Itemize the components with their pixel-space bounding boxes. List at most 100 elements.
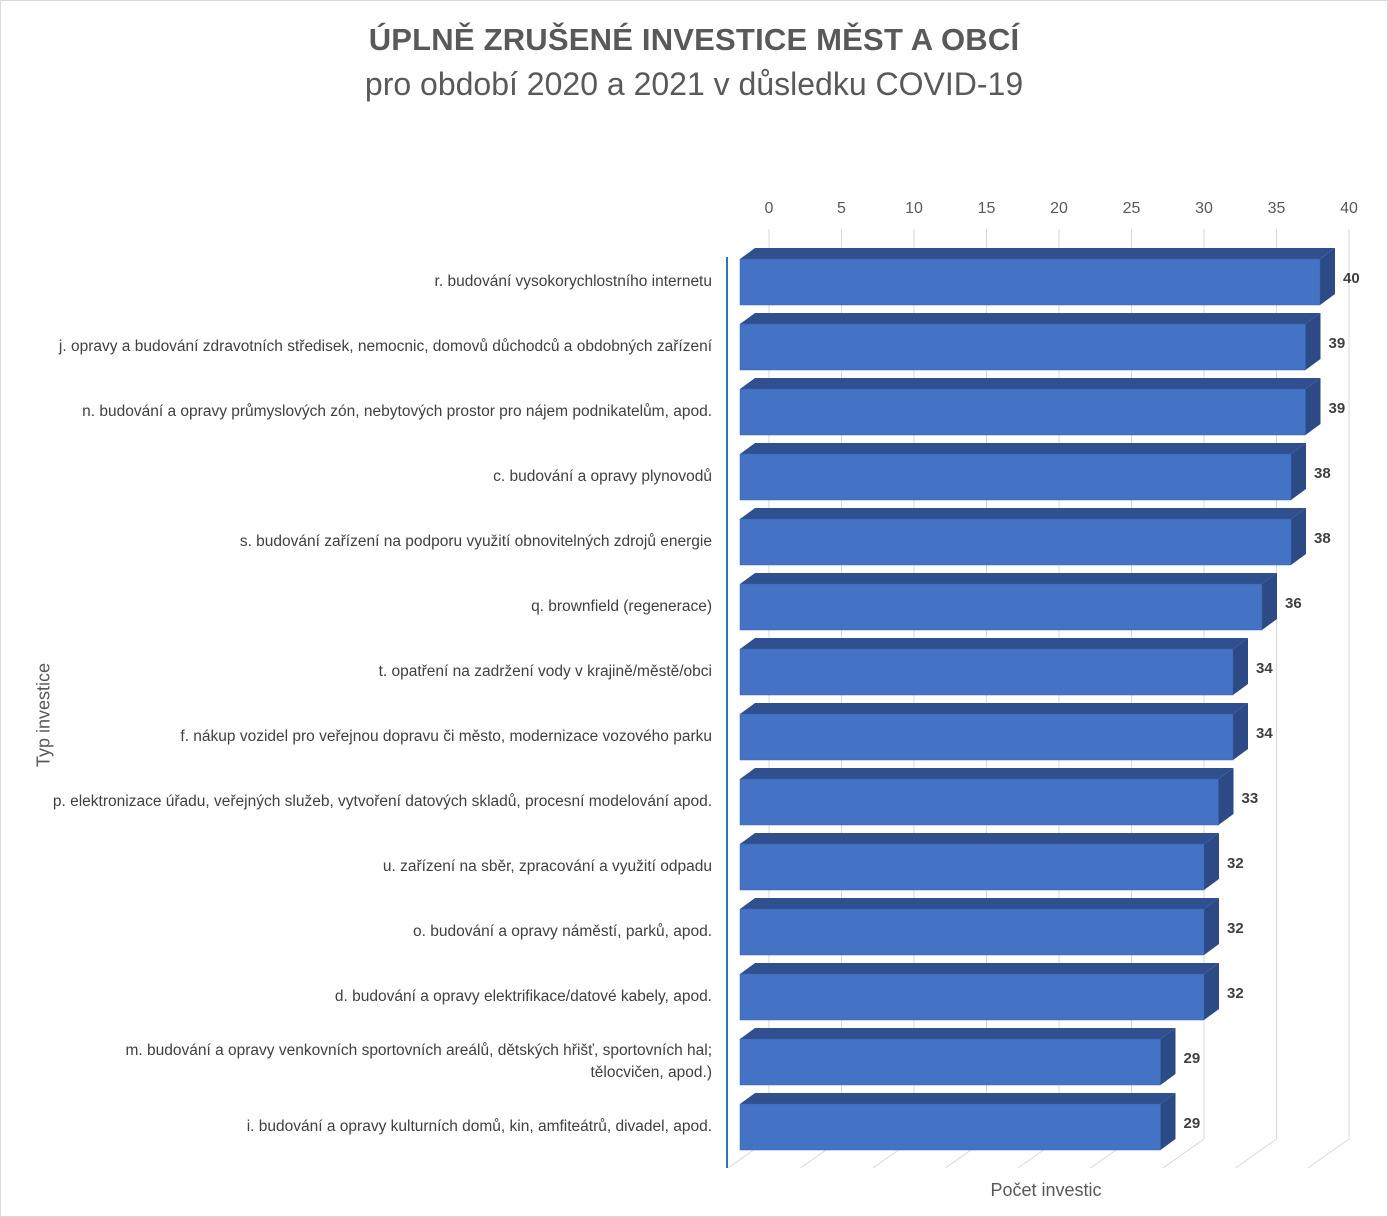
bar-side-face (1204, 833, 1219, 890)
bar-front-face (739, 388, 1306, 436)
category-label: j. opravy a budování zdravotních středis… (58, 338, 712, 355)
bar-side-face (1204, 898, 1219, 955)
x-tick-label: 20 (1050, 200, 1068, 217)
category-label: c. budování a opravy plynovodů (493, 468, 712, 485)
category-label: n. budování a opravy průmyslových zón, n… (82, 403, 712, 420)
bar (739, 768, 1234, 826)
bar-top-face (740, 508, 1306, 519)
data-labels: 40 39 39 38 38 36 34 34 33 32 32 32 29 29 (1184, 270, 1360, 1132)
bar-side-face (1291, 508, 1306, 565)
bar (739, 508, 1306, 566)
bar-side-face (1305, 378, 1321, 435)
bar (739, 573, 1277, 631)
bar (739, 1093, 1176, 1151)
category-label: u. zařízení na sběr, zpracování a využit… (382, 858, 712, 875)
floor-gridline-35 (1235, 1138, 1277, 1169)
category-label: m. budování a opravy venkovních sportovn… (125, 1042, 712, 1081)
x-tick-label: 15 (978, 200, 996, 217)
x-tick-label: 25 (1123, 200, 1141, 217)
bar-top-face (740, 1028, 1176, 1039)
bar-top-face (740, 313, 1321, 324)
bar (739, 638, 1248, 696)
bar-side-face (1320, 248, 1335, 305)
data-label: 38 (1314, 530, 1331, 547)
bar-side-face (1233, 638, 1248, 695)
bar (739, 833, 1219, 891)
bar-front-face (739, 518, 1292, 566)
bar-top-face (740, 248, 1335, 259)
bar-front-face (739, 1103, 1161, 1151)
bar-front-face (739, 648, 1234, 696)
x-tick-labels: 0 5 10 15 20 25 30 35 40 (765, 200, 1358, 217)
bar-top-face (740, 898, 1219, 909)
data-label: 38 (1314, 465, 1331, 482)
bar-front-face (739, 1038, 1161, 1086)
bar-front-face (739, 323, 1306, 371)
bar (739, 313, 1321, 371)
data-label: 39 (1329, 400, 1346, 417)
bar-top-face (740, 638, 1248, 649)
category-label: t. opatření na zadržení vody v krajině/m… (378, 663, 712, 680)
bar-top-face (740, 768, 1234, 779)
data-label: 29 (1184, 1050, 1201, 1067)
bar-front-face (739, 453, 1292, 501)
category-label: d. budování a opravy elektrifikace/datov… (334, 988, 712, 1005)
chart-subtitle: pro období 2020 a 2021 v důsledku COVID-… (364, 66, 1024, 102)
chart-title: ÚPLNĚ ZRUŠENÉ INVESTICE MĚST A OBCÍ (368, 22, 1020, 57)
bar-top-face (740, 963, 1219, 974)
category-label: q. brownfield (regenerace) (531, 598, 712, 615)
bar-side-face (1291, 443, 1306, 500)
x-tick-label: 35 (1268, 200, 1286, 217)
bar-front-face (739, 583, 1263, 631)
bar-front-face (739, 973, 1205, 1021)
category-label: p. elektronizace úřadu, veřejných služeb… (52, 793, 712, 810)
floor-gridline-40 (1307, 1138, 1350, 1169)
data-label: 36 (1285, 595, 1302, 612)
data-label: 33 (1242, 790, 1259, 807)
data-label: 32 (1227, 855, 1244, 872)
bar (739, 378, 1321, 436)
bar-front-face (739, 908, 1205, 956)
bar-side-face (1218, 768, 1234, 825)
category-label: f. nákup vozidel pro veřejnou dopravu či… (180, 728, 712, 745)
bar-side-face (1204, 963, 1219, 1020)
bar-front-face (739, 778, 1219, 826)
bar-top-face (740, 443, 1306, 454)
bar-front-face (739, 843, 1205, 891)
bar-top-face (740, 1093, 1176, 1104)
bar (739, 443, 1306, 501)
bar-side-face (1305, 313, 1321, 370)
bar-side-face (1160, 1028, 1176, 1085)
data-label: 32 (1227, 920, 1244, 937)
x-tick-label: 5 (837, 200, 846, 217)
x-tick-label: 40 (1340, 200, 1358, 217)
category-label: s. budování zařízení na podporu využití … (239, 533, 712, 550)
x-tick-label: 0 (765, 200, 774, 217)
bar (739, 248, 1335, 306)
bar-top-face (740, 378, 1321, 389)
bars (739, 248, 1335, 1151)
bar-top-face (740, 573, 1277, 584)
category-label: o. budování a opravy náměstí, parků, apo… (413, 923, 712, 940)
bar-side-face (1262, 573, 1277, 630)
bar (739, 703, 1248, 761)
bar-front-face (739, 713, 1234, 761)
bar-top-face (740, 703, 1248, 714)
bar (739, 1028, 1176, 1086)
category-label: r. budování vysokorychlostního internetu (434, 273, 712, 290)
data-label: 39 (1329, 335, 1346, 352)
x-tick-label: 30 (1195, 200, 1213, 217)
data-label: 32 (1227, 985, 1244, 1002)
bar-side-face (1160, 1093, 1176, 1150)
bar (739, 963, 1219, 1021)
bar-top-face (740, 833, 1219, 844)
data-label: 34 (1256, 660, 1273, 677)
bar-front-face (739, 258, 1321, 306)
data-label: 34 (1256, 725, 1273, 742)
x-tick-label: 10 (905, 200, 923, 217)
bar-side-face (1233, 703, 1248, 760)
category-label: i. budování a opravy kulturních domů, ki… (246, 1118, 712, 1135)
x-axis-title: Počet investic (990, 1180, 1102, 1200)
data-label: 29 (1184, 1115, 1201, 1132)
